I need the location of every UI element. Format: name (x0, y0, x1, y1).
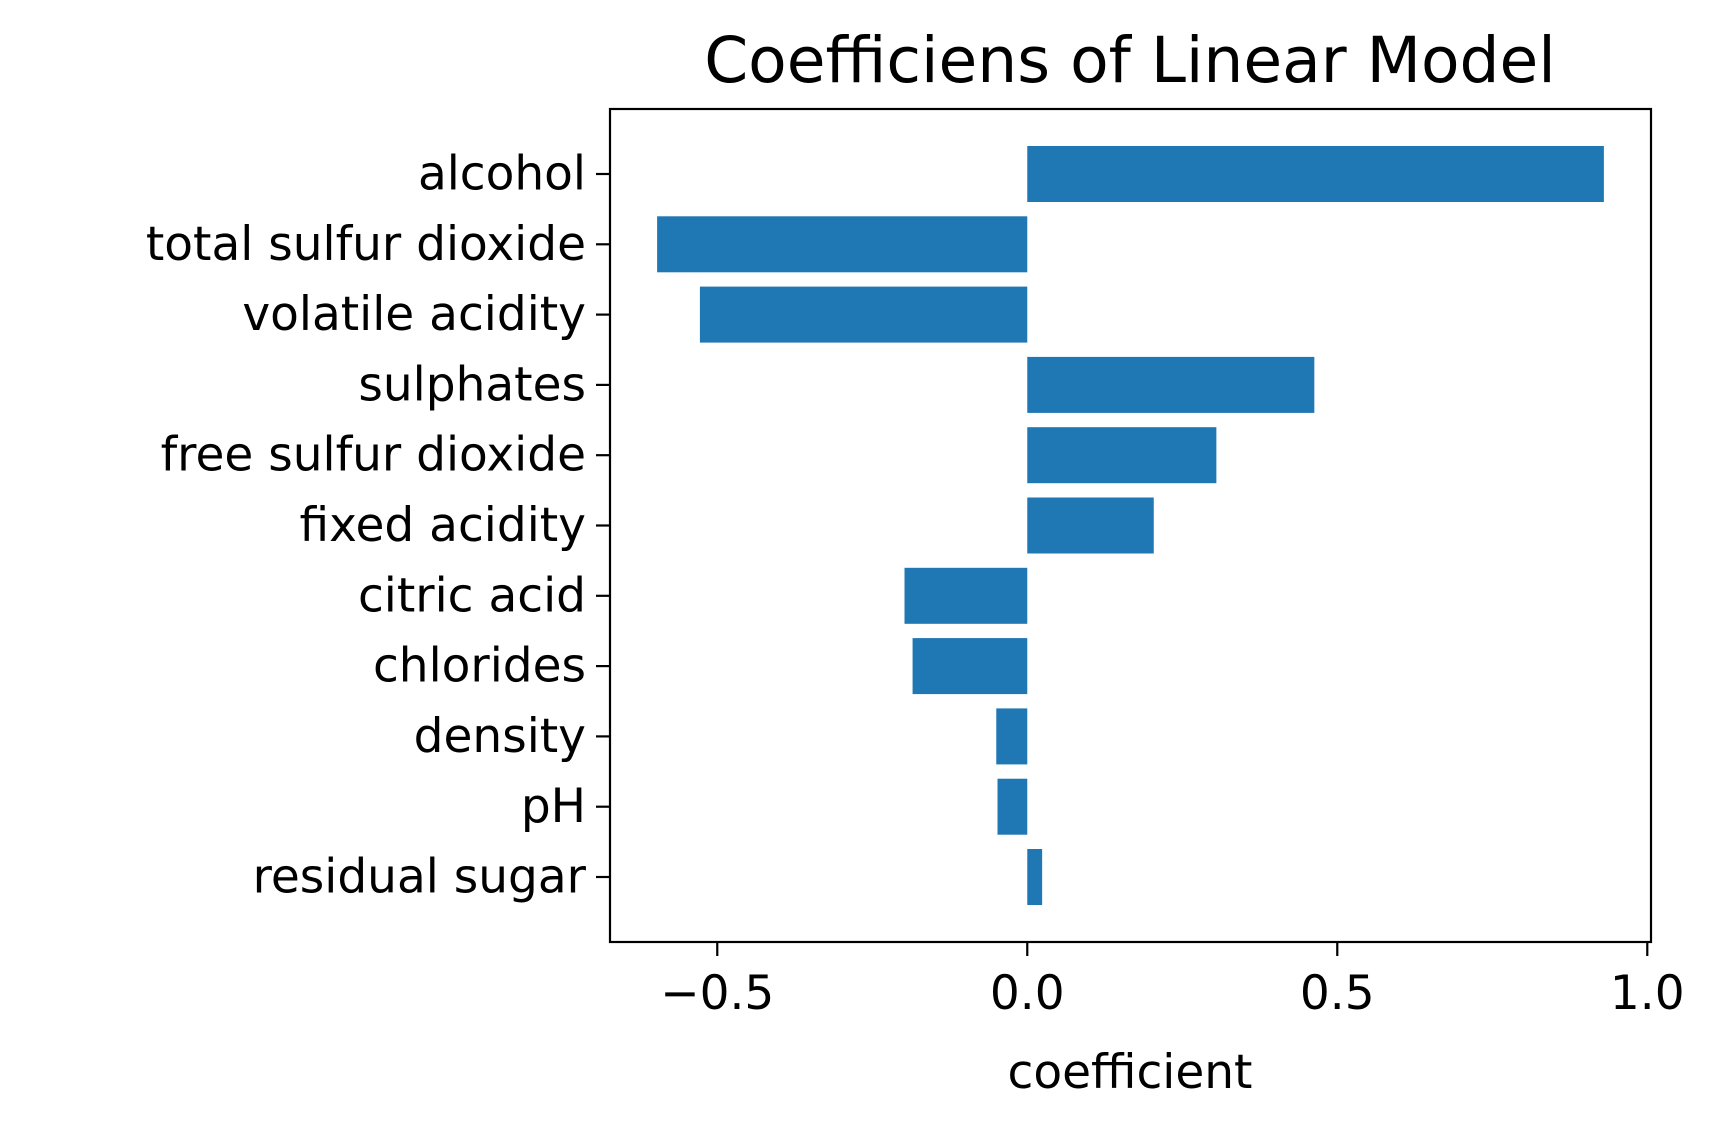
bar-ph (997, 778, 1028, 835)
y-tick-label: pH (521, 779, 586, 834)
y-tick-label: sulphates (358, 357, 586, 412)
x-axis-label: coefficient (1008, 1045, 1253, 1100)
x-tick-label: 0.5 (1300, 966, 1375, 1021)
y-tick-label: citric acid (358, 568, 586, 623)
bar-sulphates (1027, 356, 1315, 413)
plot-frame (608, 107, 1653, 944)
y-axis-ticks: alcohol total sulfur dioxide volatile acid… (146, 147, 610, 905)
y-tick-label: volatile acidity (242, 287, 586, 342)
x-tick-label: 1.0 (1610, 966, 1685, 1021)
bar-density (996, 708, 1028, 765)
y-tick-label: fixed acidity (300, 498, 587, 553)
bar-citric-acid (904, 567, 1028, 624)
bars-group (657, 146, 1604, 905)
x-tick-label: 0.0 (990, 966, 1065, 1021)
y-tick-label: alcohol (418, 147, 586, 202)
y-tick-label: free sulfur dioxide (161, 428, 586, 483)
y-tick-label: chlorides (373, 639, 586, 694)
bar-alcohol (1027, 146, 1604, 202)
x-tick-label: −0.5 (660, 966, 774, 1021)
bar-fixed-acidity (1027, 497, 1154, 554)
chart-title: Coefficiens of Linear Model (704, 24, 1556, 97)
y-tick-label: residual sugar (253, 850, 587, 905)
bar-residual-sugar (1027, 849, 1043, 905)
y-tick-label: density (414, 709, 586, 764)
bar-volatile-acidity (699, 286, 1028, 343)
y-tick-label: total sulfur dioxide (146, 217, 586, 272)
bar-free-sulfur-dioxide (1027, 427, 1217, 484)
bar-total-sulfur-dioxide (657, 216, 1028, 273)
x-axis-ticks: −0.5 0.0 0.5 1.0 (660, 942, 1685, 1021)
bar-chlorides (912, 638, 1028, 695)
